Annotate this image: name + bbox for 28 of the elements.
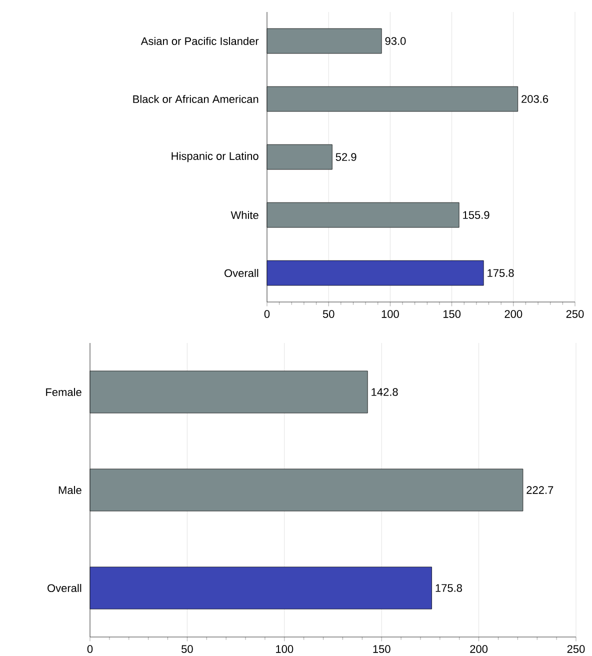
y-tick-label: Overall bbox=[224, 268, 258, 278]
x-tick-label: 200 bbox=[504, 310, 522, 318]
data-label: 175.8 bbox=[436, 584, 462, 592]
x-tick-label: 50 bbox=[322, 310, 334, 318]
y-tick-label: Male bbox=[58, 486, 82, 494]
x-tick-label: 0 bbox=[264, 310, 270, 318]
data-label: 155.9 bbox=[463, 211, 490, 219]
data-label: 222.7 bbox=[526, 486, 554, 494]
x-tick-label: 250 bbox=[566, 310, 584, 318]
data-label: 175.8 bbox=[488, 269, 514, 277]
y-tick-label: Female bbox=[46, 388, 82, 396]
x-tick-label: 200 bbox=[470, 645, 488, 653]
x-tick-label: 250 bbox=[567, 645, 585, 653]
x-tick-label: 150 bbox=[443, 310, 461, 318]
y-tick-label: White bbox=[230, 210, 258, 220]
data-label: 142.8 bbox=[372, 388, 398, 396]
data-label: 203.6 bbox=[522, 95, 548, 103]
x-tick-label: 150 bbox=[373, 645, 390, 653]
x-tick-label: 100 bbox=[382, 310, 399, 318]
x-tick-label: 50 bbox=[182, 645, 193, 653]
data-label: 52.9 bbox=[336, 153, 356, 161]
y-tick-label: Black or African American bbox=[133, 94, 258, 104]
y-tick-label: Overall bbox=[48, 584, 82, 592]
x-tick-label: 100 bbox=[276, 645, 294, 653]
x-tick-label: 0 bbox=[87, 645, 93, 653]
y-tick-label: Hispanic or Latino bbox=[172, 152, 258, 162]
y-tick-label: Asian or Pacific Islander bbox=[140, 36, 259, 46]
data-label: 93.0 bbox=[385, 37, 406, 45]
